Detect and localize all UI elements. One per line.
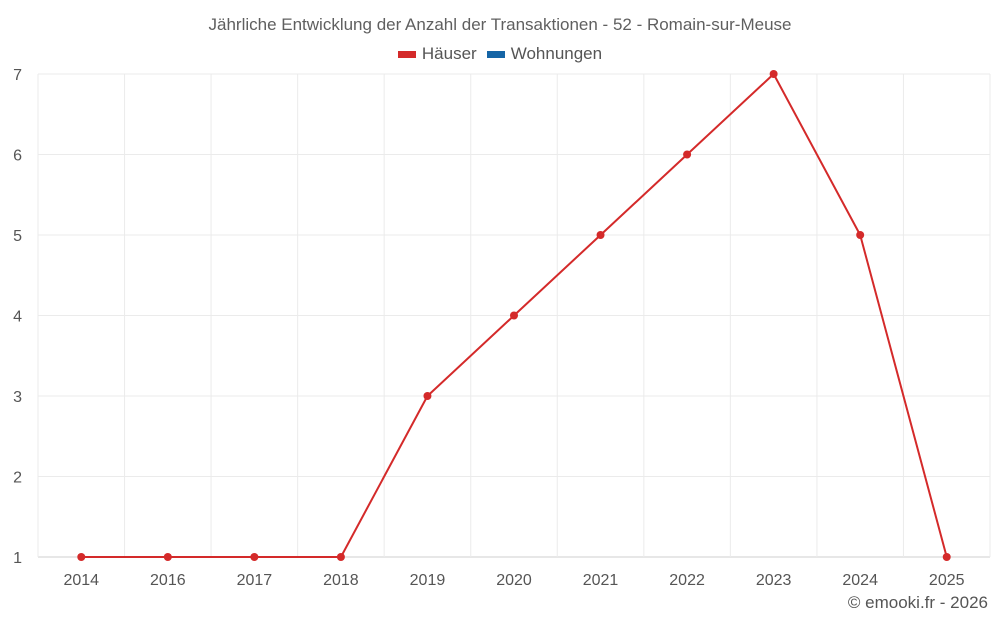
y-tick-label: 5 [13, 228, 22, 245]
x-tick-label: 2023 [756, 572, 792, 589]
y-tick-label: 1 [13, 550, 22, 567]
x-tick-label: 2024 [842, 572, 878, 589]
data-point [942, 553, 951, 561]
data-point [596, 231, 605, 239]
y-tick-label: 2 [13, 470, 22, 487]
data-point [77, 553, 86, 561]
x-tick-label: 2016 [150, 572, 186, 589]
data-point [856, 231, 865, 239]
chart-title: Jährliche Entwicklung der Anzahl der Tra… [208, 15, 792, 34]
x-tick-label: 2014 [63, 572, 99, 589]
legend-label-wohnungen: Wohnungen [510, 44, 603, 63]
x-tick-label: 2020 [496, 572, 532, 589]
y-tick-label: 7 [13, 67, 22, 84]
x-tick-label: 2021 [583, 572, 619, 589]
data-point [163, 553, 172, 561]
y-tick-label: 4 [13, 309, 22, 326]
credit-text: © emooki.fr - 2026 [847, 593, 988, 612]
data-point [769, 70, 778, 78]
data-point [683, 150, 692, 159]
legend-label-haeuser: Häuser [421, 44, 477, 63]
x-tick-label: 2018 [323, 572, 359, 589]
data-point [510, 311, 518, 320]
data-point [423, 392, 432, 400]
y-tick-label: 6 [13, 148, 22, 165]
data-point [250, 553, 259, 561]
legend: Häuser Wohnungen [0, 44, 1000, 64]
legend-swatch-haeuser [397, 50, 416, 58]
legend-item-haeuser[interactable]: Häuser [397, 44, 477, 64]
x-tick-label: 2025 [929, 572, 965, 589]
y-tick-label: 3 [13, 389, 22, 406]
legend-swatch-wohnungen [486, 50, 505, 58]
legend-item-wohnungen[interactable]: Wohnungen [486, 44, 603, 64]
data-point [336, 553, 345, 561]
x-tick-label: 2022 [669, 572, 705, 589]
x-tick-label: 2017 [237, 572, 273, 589]
x-tick-label: 2019 [410, 572, 446, 589]
